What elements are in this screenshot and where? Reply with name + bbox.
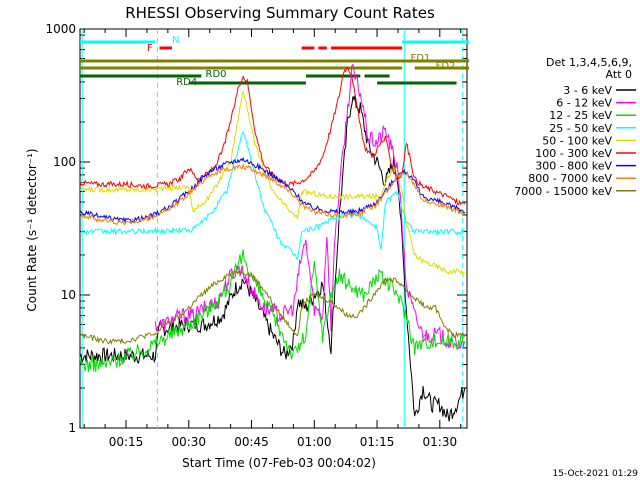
attenuator-bar-label: FD1 [411,53,431,64]
series-line-7 [79,162,466,226]
series-line-1 [154,63,466,350]
legend-entry-label: 3 - 6 keV [563,84,612,97]
legend-entry-label: 6 - 12 keV [556,97,612,110]
attenuator-bar-label: FD2 [436,61,456,72]
chart-title: RHESSI Observing Summary Count Rates [125,4,435,22]
legend-entry-label: 7000 - 15000 keV [514,185,612,198]
x-axis-label: Start Time (07-Feb-03 00:04:02) [182,456,376,470]
x-tick-label: 01:30 [423,435,458,449]
legend-entry-label: 50 - 100 keV [542,134,612,147]
series-line-6 [79,156,466,224]
series-line-8 [79,268,466,345]
x-tick-label: 00:30 [171,435,206,449]
series-line-4 [79,90,466,276]
series-line-2 [79,249,466,373]
timestamp: 15-Oct-2021 01:29 [553,469,639,479]
series-line-0 [79,94,466,422]
plot-frame [79,28,468,429]
x-tick-label: 00:45 [234,435,269,449]
attenuator-bar-label: RD4 [176,77,197,88]
legend-header-detectors: Det 1,3,4,5,6,9, [546,56,632,69]
x-tick-label: 00:15 [109,435,144,449]
attenuator-bar-label: F [147,43,153,54]
legend-entry-label: 25 - 50 keV [549,122,612,135]
series-line-3 [79,130,466,260]
x-tick-label: 01:15 [360,435,395,449]
legend-entry-label: 300 - 800 keV [535,160,612,173]
y-tick-label: 1 [68,421,76,435]
series-line-5 [79,66,466,206]
series-lines [79,63,466,422]
legend-entry-label: 100 - 300 keV [535,147,612,160]
y-tick-label: 10 [61,288,76,302]
legend-entry-label: 800 - 7000 keV [528,172,612,185]
y-tick-label: 1000 [45,22,76,36]
legend-entry-label: 12 - 25 keV [549,109,612,122]
attenuator-bar-label: N [172,35,179,46]
x-tick-label: 01:00 [297,435,332,449]
axis-ticks: 1 10 100 1000 00:15 00:30 00:45 01:00 01:15 01:30 [45,22,467,449]
attenuator-bars: N F FD1 FD2 RD0 RD4 [80,35,470,88]
y-tick-label: 100 [53,155,76,169]
y-axis-label: Count Rate (s⁻¹ detector⁻¹) [25,148,39,311]
attenuator-bar-label: RD0 [206,69,227,80]
legend-header-attenuator: Att 0 [606,68,632,81]
